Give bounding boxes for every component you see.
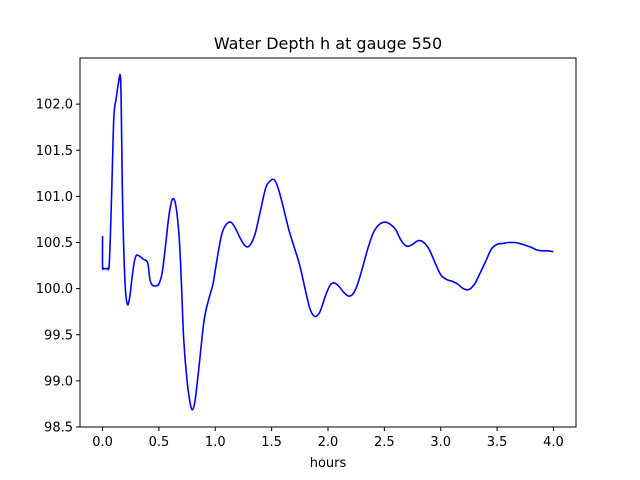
x-tick-label: 2.0	[318, 435, 339, 450]
y-tick-label: 99.0	[44, 374, 73, 389]
x-tick-label: 4.0	[543, 435, 564, 450]
x-tick-label: 3.5	[487, 435, 508, 450]
y-tick-label: 100.0	[36, 282, 73, 297]
y-tick-label: 101.5	[36, 144, 73, 159]
x-tick-label: 2.5	[374, 435, 395, 450]
x-tick-label: 3.0	[430, 435, 451, 450]
x-tick-label: 1.0	[205, 435, 226, 450]
y-tick-label: 100.5	[36, 236, 73, 251]
series-line-water-depth	[101, 73, 554, 411]
x-tick-label: 0.0	[92, 435, 113, 450]
x-axis-ticks: 0.0 0.5 1.0 1.5 2.0 2.5 3.0 3.5 4.0	[92, 427, 564, 450]
x-tick-label: 1.5	[261, 435, 282, 450]
x-axis-label: hours	[310, 456, 347, 471]
y-axis-ticks: 98.5 99.0 99.5 100.0 100.5 101.0 101.5 102.0	[36, 98, 80, 436]
y-tick-label: 102.0	[36, 98, 73, 113]
chart-title: Water Depth h at gauge 550	[214, 34, 442, 53]
y-tick-label: 98.5	[44, 421, 73, 436]
series-layer	[101, 73, 554, 411]
y-tick-label: 99.5	[44, 328, 73, 343]
y-tick-label: 101.0	[36, 190, 73, 205]
x-tick-label: 0.5	[149, 435, 170, 450]
